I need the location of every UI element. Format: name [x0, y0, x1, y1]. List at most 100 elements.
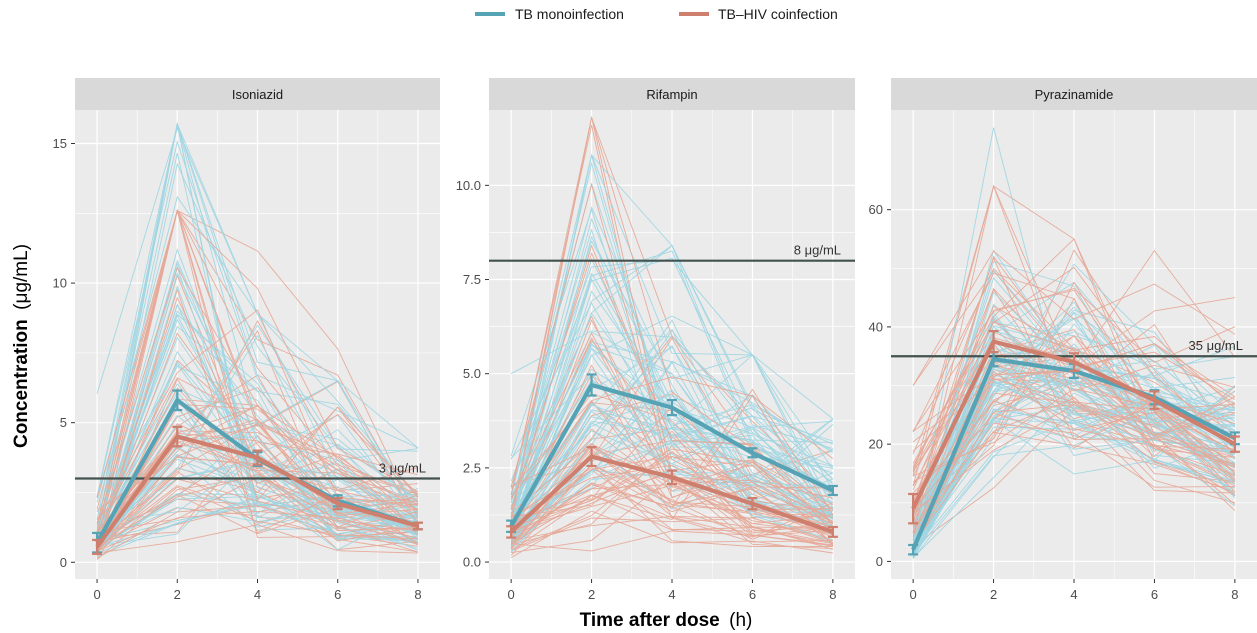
y-axis-title-main: Concentration — [11, 319, 32, 448]
individual-line-coinf — [912, 289, 1236, 469]
individual-profiles — [510, 115, 834, 558]
individual-line-coinf — [510, 494, 833, 543]
individual-line-mono — [510, 240, 834, 508]
individual-line-mono — [96, 501, 418, 554]
individual-line-coinf — [912, 272, 1236, 465]
individual-line-mono — [510, 250, 834, 539]
x-axis-title-unit: (h) — [729, 610, 752, 631]
y-tick-label: 20 — [869, 437, 883, 452]
y-tick-label: 2.5 — [463, 460, 481, 475]
individual-line-mono — [510, 404, 834, 542]
error-bar — [827, 525, 838, 538]
individual-line-coinf — [96, 377, 419, 532]
x-tick-label: 2 — [990, 587, 997, 602]
y-tick-label: 10 — [53, 276, 67, 291]
x-tick-label: 0 — [508, 587, 515, 602]
individual-line-mono — [912, 406, 1236, 558]
error-bar — [172, 425, 183, 448]
individual-line-coinf — [912, 320, 1236, 477]
individual-line-mono — [510, 343, 834, 507]
legend-label-coinf: TB–HIV coinfection — [718, 6, 838, 22]
y-axis-title: Concentration (μg/mL) — [11, 244, 32, 448]
individual-line-mono — [510, 442, 834, 552]
error-bar — [908, 492, 919, 525]
individual-line-mono — [96, 453, 418, 550]
individual-line-coinf — [97, 434, 418, 538]
error-bar — [1149, 390, 1160, 411]
mean-series-mono — [506, 373, 838, 534]
y-tick-label: 0 — [876, 554, 883, 569]
individual-line-mono — [912, 384, 1236, 559]
y-tick-label: 5.0 — [463, 366, 481, 381]
error-bar — [1069, 352, 1079, 372]
x-tick-label: 2 — [174, 587, 181, 602]
error-bar — [172, 389, 183, 412]
individual-line-mono — [912, 261, 1235, 554]
facet-isoniazid: Isoniazid 3 μg/mL 0 2 4 6 8 0 5 10 15 — [53, 78, 440, 602]
y-tick-label: 0.0 — [463, 555, 481, 570]
individual-line-coinf — [97, 476, 418, 533]
individual-line-mono — [96, 122, 419, 520]
error-bar — [747, 496, 758, 511]
facet-strip — [75, 78, 440, 110]
individual-line-coinf — [912, 305, 1236, 490]
error-bar — [92, 538, 103, 555]
individual-line-mono — [96, 153, 419, 527]
x-axis-title-main: Time after dose — [580, 610, 720, 631]
individual-line-coinf — [96, 505, 419, 559]
individual-line-mono — [912, 379, 1236, 557]
x-tick-label: 6 — [334, 587, 341, 602]
mean-series-coinf — [92, 425, 423, 555]
individual-line-mono — [510, 424, 834, 504]
error-bar — [747, 447, 758, 459]
y-tick-label: 7.5 — [463, 272, 481, 287]
y-tick-label: 15 — [53, 136, 67, 151]
individual-line-coinf — [510, 463, 833, 556]
individual-line-coinf — [96, 403, 419, 554]
individual-line-coinf — [96, 478, 419, 551]
individual-line-mono — [912, 400, 1236, 556]
x-tick-label: 8 — [414, 587, 421, 602]
y-tick-label: 5 — [60, 415, 67, 430]
individual-line-coinf — [510, 448, 834, 542]
individual-line-mono — [96, 448, 418, 557]
reference-label: 8 μg/mL — [794, 243, 841, 258]
individual-line-mono — [96, 334, 419, 536]
individual-line-coinf — [912, 238, 1236, 467]
individual-line-coinf — [97, 524, 418, 554]
individual-line-coinf — [96, 266, 419, 525]
individual-line-mono — [510, 257, 834, 487]
facet-strip — [891, 78, 1257, 110]
individual-line-coinf — [912, 334, 1236, 498]
individual-line-coinf — [510, 452, 834, 544]
facet-title: Rifampin — [646, 87, 697, 102]
legend: TB monoinfection TB–HIV coinfection — [475, 6, 838, 22]
axes: 0 2 4 6 8 0 20 40 60 — [869, 202, 1239, 602]
individual-line-coinf — [96, 209, 419, 532]
individual-line-mono — [510, 302, 834, 480]
x-tick-label: 4 — [254, 587, 261, 602]
individual-line-coinf — [96, 309, 418, 524]
x-tick-label: 4 — [1070, 587, 1077, 602]
individual-line-coinf — [510, 117, 834, 510]
y-axis-title-unit: (μg/mL) — [11, 244, 32, 310]
error-bar — [332, 496, 343, 511]
mean-series-coinf — [506, 446, 838, 539]
individual-line-mono — [912, 323, 1235, 548]
y-tick-label: 10.0 — [456, 178, 481, 193]
individual-line-coinf — [510, 482, 833, 544]
error-bar — [252, 449, 263, 466]
facet-strip — [489, 78, 855, 110]
x-tick-label: 4 — [668, 587, 675, 602]
individual-line-coinf — [96, 209, 419, 524]
individual-line-coinf — [912, 397, 1236, 545]
individual-line-coinf — [96, 208, 419, 543]
facet-pyrazinamide: Pyrazinamide 35 μg/mL 0 2 4 6 8 0 20 40 60 — [869, 78, 1257, 602]
individual-line-mono — [96, 127, 419, 449]
individual-line-mono — [510, 315, 834, 531]
individual-line-coinf — [96, 423, 418, 553]
individual-line-mono — [912, 312, 1235, 556]
reference-label: 35 μg/mL — [1189, 338, 1243, 353]
individual-line-coinf — [96, 436, 418, 532]
